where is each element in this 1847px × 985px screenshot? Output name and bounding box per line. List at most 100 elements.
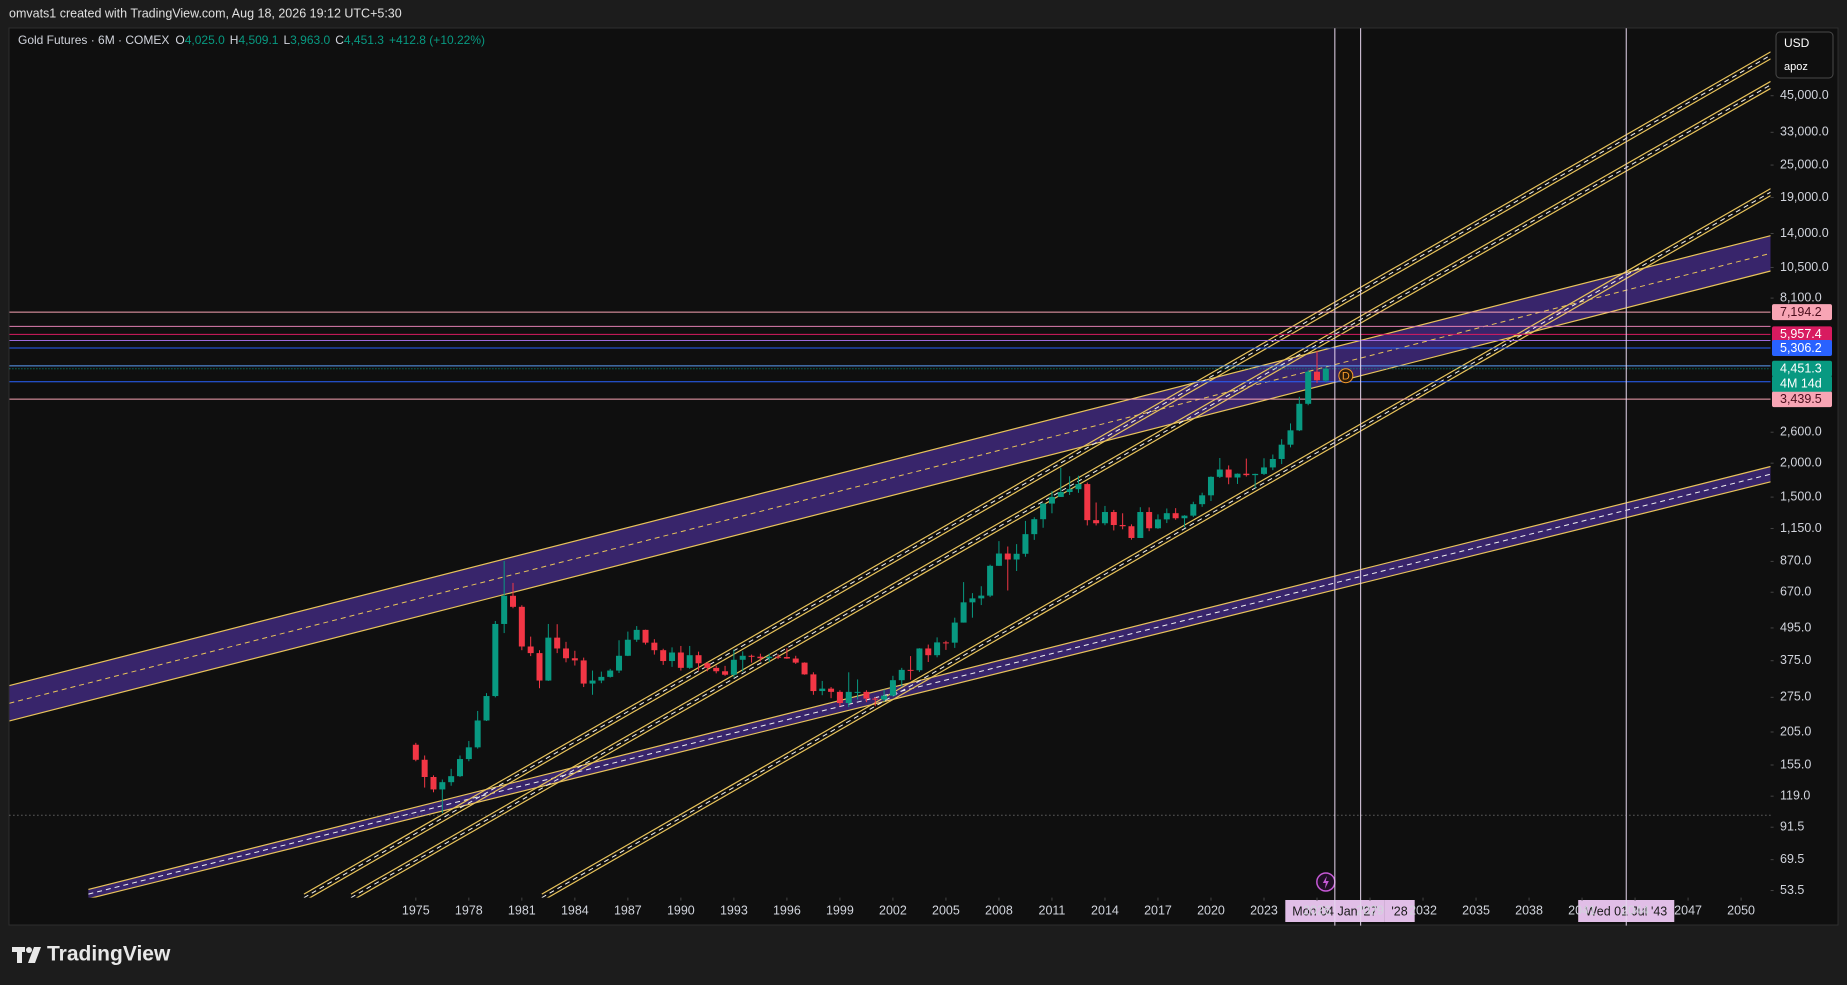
- candle-body: [960, 602, 967, 623]
- last-price-label: 4,451.3: [1780, 362, 1822, 376]
- x-tick-label: 2050: [1727, 903, 1755, 917]
- x-tick-label: 2017: [1144, 903, 1172, 917]
- candle-body: [1093, 520, 1100, 524]
- candle-body: [1243, 473, 1250, 476]
- candle-body: [1040, 503, 1047, 520]
- candle-body: [624, 639, 631, 656]
- bar-countdown-box: [1772, 375, 1832, 392]
- channel-midline: [350, 84, 1771, 898]
- legend-key: C: [335, 33, 344, 47]
- candle-body: [1234, 473, 1241, 478]
- legend-value: 4,509.1: [238, 33, 278, 47]
- y-tick-label: 205.0: [1780, 724, 1811, 738]
- candle-body: [836, 691, 843, 704]
- candle-body: [430, 777, 437, 790]
- candle-body: [439, 782, 446, 790]
- x-tick-label: 1981: [508, 903, 536, 917]
- x-tick-label: 2008: [985, 903, 1013, 917]
- last-price-label-box: [1772, 360, 1832, 377]
- x-tick-label: 2035: [1462, 903, 1490, 917]
- candle-body: [1057, 492, 1064, 497]
- candle-body: [607, 670, 614, 677]
- header-caption: omvats1 created with TradingView.com, Au…: [9, 6, 402, 20]
- x-tick-label: 2005: [932, 903, 960, 917]
- candle-body: [748, 655, 755, 657]
- x-tick-label: 2014: [1091, 903, 1119, 917]
- candle-body: [775, 656, 782, 658]
- candle-body: [1190, 504, 1197, 516]
- candle-body: [660, 650, 667, 662]
- candle-body: [1305, 371, 1312, 404]
- candle-body: [872, 698, 879, 700]
- candle-body: [934, 642, 941, 656]
- candle-body: [501, 595, 508, 624]
- channel-upper: [541, 188, 1771, 895]
- candle-body: [898, 669, 905, 681]
- channel-upper: [9, 235, 1771, 687]
- candle-body: [554, 637, 561, 649]
- date-label-box: [1384, 900, 1415, 922]
- candle-body: [518, 606, 525, 647]
- candle-body: [580, 660, 587, 684]
- candle-body: [1322, 368, 1329, 381]
- x-tick-label: 2038: [1515, 903, 1543, 917]
- candle-body: [483, 696, 490, 721]
- candle-body: [1172, 513, 1179, 519]
- candle-body: [616, 655, 623, 671]
- candle-body: [456, 759, 463, 777]
- y-tick-label: 14,000.0: [1780, 226, 1829, 240]
- candle-body: [465, 747, 472, 760]
- legend-value: 4,025.0: [185, 33, 225, 47]
- channel-lower: [90, 481, 1771, 898]
- price-level-label-box: [1772, 326, 1832, 343]
- channel-lower: [9, 270, 1771, 722]
- event-marker-badge: [1338, 368, 1354, 384]
- candle-body: [571, 658, 578, 661]
- x-tick-label: 1984: [561, 903, 589, 917]
- currency: USD: [1784, 36, 1810, 50]
- x-tick-label: 2020: [1197, 903, 1225, 917]
- y-tick-label: 119.0: [1780, 788, 1810, 802]
- alert-icon-bolt: [1322, 876, 1329, 889]
- candle-body: [1022, 534, 1029, 554]
- y-tick-label: 2,000.0: [1780, 455, 1822, 469]
- x-tick-label: 1975: [402, 903, 430, 917]
- candle-body: [881, 695, 888, 700]
- candle-body: [987, 565, 994, 596]
- candle-body: [801, 662, 808, 675]
- price-level-label: 3,439.5: [1780, 392, 1822, 406]
- candle-body: [722, 671, 729, 675]
- y-tick-label: 870.0: [1780, 554, 1811, 568]
- x-tick-label: 1987: [614, 903, 642, 917]
- candle-body: [1163, 513, 1170, 520]
- x-tick-label: 2002: [879, 903, 907, 917]
- y-tick-label: 275.0: [1780, 690, 1811, 704]
- candle-body: [978, 595, 985, 599]
- candle-body: [942, 642, 949, 644]
- candle-body: [1207, 476, 1214, 496]
- scale-mode: apoz: [1784, 61, 1808, 73]
- legend-key: L: [283, 33, 290, 47]
- candle-body: [1119, 525, 1126, 527]
- candle-body: [448, 776, 455, 783]
- x-tick-label: 2029: [1356, 903, 1384, 917]
- candle-body: [510, 595, 517, 607]
- plot-area: [9, 51, 1771, 898]
- candle-body: [792, 658, 799, 663]
- candle-body: [536, 653, 543, 681]
- channel-midline: [9, 252, 1771, 704]
- currency-box[interactable]: [1775, 31, 1834, 79]
- candle-body: [633, 629, 640, 640]
- legend-value: 3,963.0: [290, 33, 330, 47]
- y-tick-label: 8,100.0: [1780, 290, 1822, 304]
- brand: TradingView: [47, 943, 171, 966]
- candle-body: [1314, 371, 1321, 381]
- y-tick-label: 91.5: [1780, 819, 1804, 833]
- candle-body: [1154, 519, 1161, 529]
- candle-body: [598, 676, 605, 681]
- y-tick-label: 495.0: [1780, 620, 1811, 634]
- channel-midline: [541, 191, 1771, 898]
- x-tick-label: 1990: [667, 903, 695, 917]
- candle-body: [1296, 403, 1303, 431]
